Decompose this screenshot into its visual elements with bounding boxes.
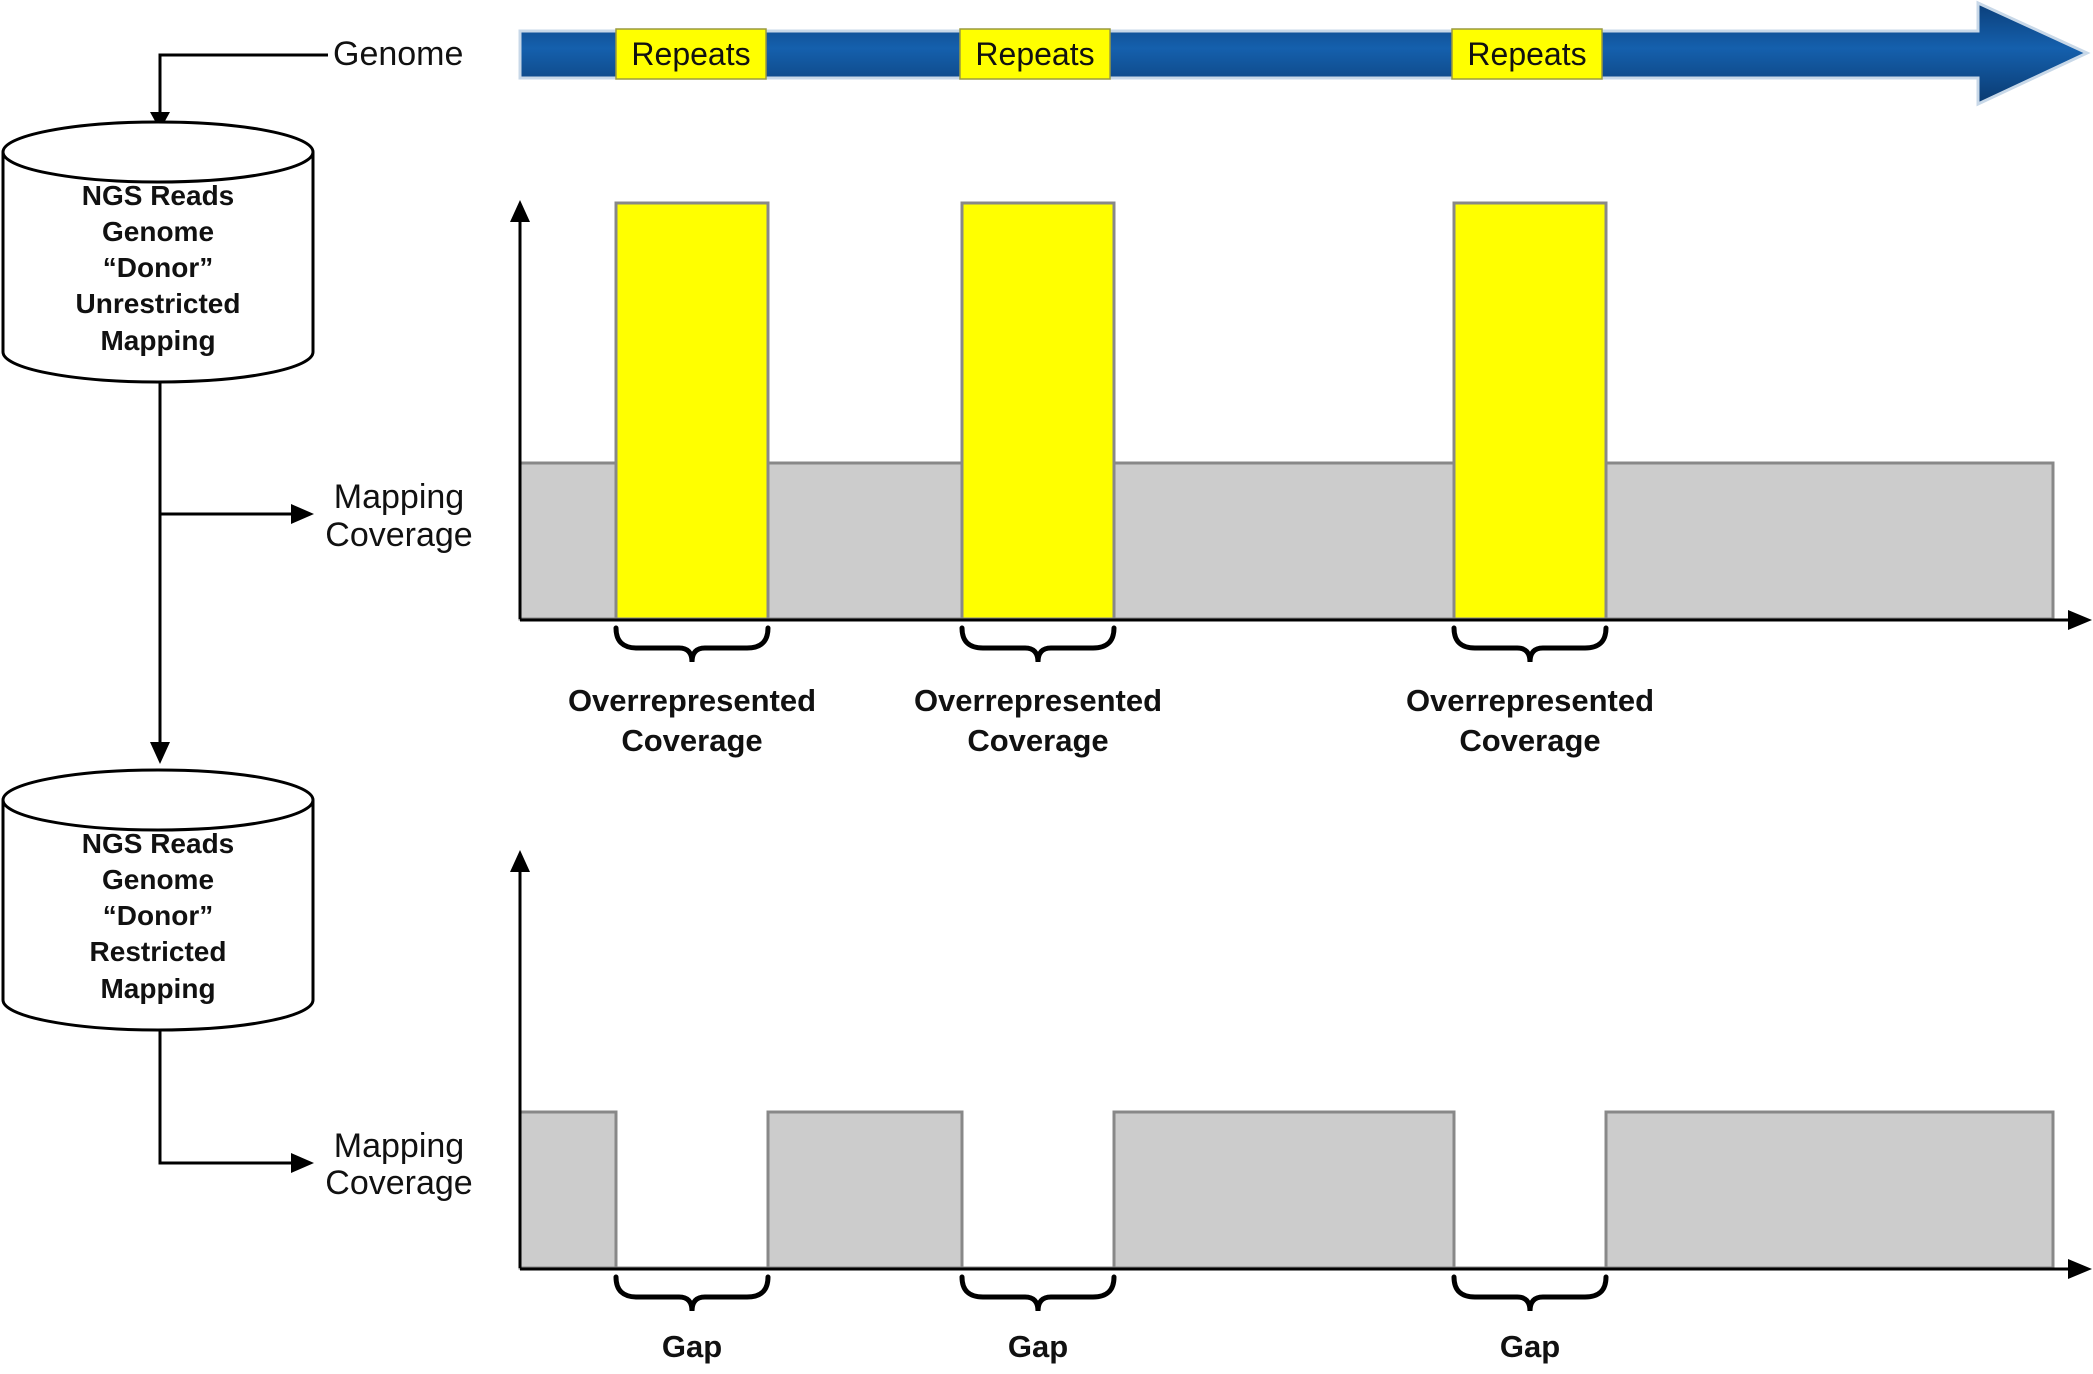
cylinder-text-line: Genome <box>102 216 214 247</box>
brace <box>613 1274 771 1312</box>
annotation-text: Overrepresented <box>1406 683 1654 718</box>
cylinder-text-line: Genome <box>102 864 214 895</box>
coverage-area <box>518 1110 2055 1270</box>
flow-arrowheads <box>150 112 314 1173</box>
repeat-box: Repeats <box>959 28 1111 80</box>
brace <box>613 625 771 663</box>
repeat-box: Repeats <box>615 28 767 80</box>
genome-label: Genome <box>333 35 463 73</box>
flow-connectors <box>158 53 328 1165</box>
annotation-text: Coverage <box>967 723 1108 758</box>
cylinder-text-line: “Donor” <box>103 252 213 283</box>
gap-label: Gap <box>1008 1329 1068 1364</box>
cylinder-text-line: Mapping <box>100 973 215 1004</box>
x-axis-arrowhead <box>2068 1259 2092 1279</box>
brace <box>959 1274 1117 1312</box>
cylinder-text-line: Restricted <box>90 936 227 967</box>
svg-text:Mapping: Mapping <box>334 1127 464 1165</box>
coverage-plot-restricted: Gap Gap Gap <box>510 850 2092 1364</box>
database-cylinder-restricted: NGS Reads Genome “Donor” Restricted Mapp… <box>1 768 315 1032</box>
overrepresented-bar <box>1452 201 1608 621</box>
cylinder-text-line: NGS Reads <box>82 828 235 859</box>
brace <box>1451 1274 1609 1312</box>
y-axis-arrowhead <box>510 200 530 222</box>
mapping-coverage-label: Mapping Coverage <box>325 478 472 554</box>
x-axis-arrowhead <box>2068 610 2092 630</box>
svg-text:Coverage: Coverage <box>325 1164 472 1202</box>
cylinder-text-line: Mapping <box>100 325 215 356</box>
svg-text:Mapping: Mapping <box>334 478 464 516</box>
annotation-text: Overrepresented <box>568 683 816 718</box>
coverage-plot-unrestricted: Overrepresented Coverage Overrepresented… <box>510 200 2092 758</box>
annotation-text: Coverage <box>1459 723 1600 758</box>
annotation-text: Overrepresented <box>914 683 1162 718</box>
overrepresented-bar <box>960 201 1116 621</box>
repeat-label: Repeats <box>631 36 750 72</box>
repeat-label: Repeats <box>1467 36 1586 72</box>
database-cylinder-unrestricted: NGS Reads Genome “Donor” Unrestricted Ma… <box>1 120 315 384</box>
brace <box>1451 625 1609 663</box>
mapping-coverage-label: Mapping Coverage <box>325 1127 472 1202</box>
svg-text:Coverage: Coverage <box>325 516 472 554</box>
repeat-label: Repeats <box>975 36 1094 72</box>
brace <box>959 625 1117 663</box>
gap-label: Gap <box>1500 1329 1560 1364</box>
annotation-text: Coverage <box>621 723 762 758</box>
cylinder-text-line: NGS Reads <box>82 180 235 211</box>
y-axis-arrowhead <box>510 850 530 872</box>
cylinder-text-line: Unrestricted <box>76 288 241 319</box>
gap-label: Gap <box>662 1329 722 1364</box>
overrepresented-bar <box>614 201 770 621</box>
repeat-box: Repeats <box>1451 28 1603 80</box>
cylinder-text-line: “Donor” <box>103 900 213 931</box>
